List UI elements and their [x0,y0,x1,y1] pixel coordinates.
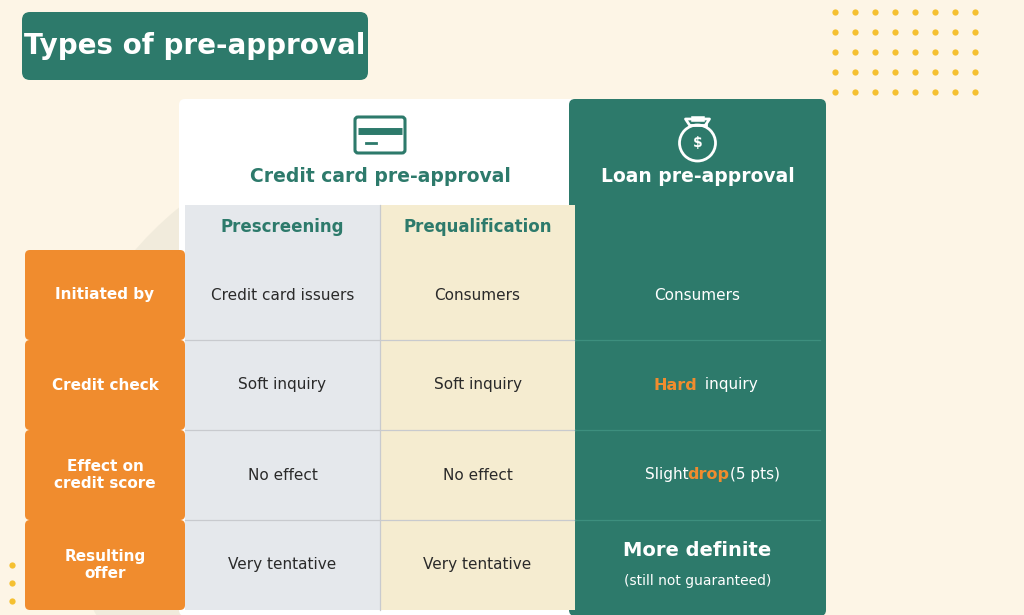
Bar [380,205,575,250]
Bar [185,250,380,340]
FancyBboxPatch shape [25,520,185,610]
FancyBboxPatch shape [25,340,185,430]
Text: Soft inquiry: Soft inquiry [239,378,327,392]
Bar [380,430,575,520]
FancyBboxPatch shape [25,430,185,520]
Text: Initiated by: Initiated by [55,287,155,303]
Text: No effect: No effect [248,467,317,483]
Text: Soft inquiry: Soft inquiry [433,378,521,392]
Text: (still not guaranteed): (still not guaranteed) [624,574,771,588]
Text: No effect: No effect [442,467,512,483]
Text: Prequalification: Prequalification [403,218,552,237]
Text: Consumers: Consumers [654,287,740,303]
Text: drop: drop [687,467,729,483]
Text: Credit card issuers: Credit card issuers [211,287,354,303]
Text: Very tentative: Very tentative [423,558,531,573]
Text: Loan pre-approval: Loan pre-approval [601,167,795,186]
Text: More definite: More definite [624,541,772,560]
Text: inquiry: inquiry [699,378,758,392]
Text: Credit check: Credit check [51,378,159,392]
FancyBboxPatch shape [179,99,581,615]
Bar [380,340,575,430]
Bar [185,205,380,250]
Bar [380,520,575,610]
Bar [380,250,575,340]
Ellipse shape [55,120,805,615]
Text: $: $ [692,136,702,150]
Text: Resulting
offer: Resulting offer [65,549,145,581]
Text: Very tentative: Very tentative [228,558,337,573]
FancyBboxPatch shape [569,99,826,615]
Text: Types of pre-approval: Types of pre-approval [25,32,366,60]
Bar [185,520,380,610]
FancyBboxPatch shape [22,12,368,80]
Text: Consumers: Consumers [434,287,520,303]
Bar [185,340,380,430]
Text: Effect on
credit score: Effect on credit score [54,459,156,491]
Text: Credit card pre-approval: Credit card pre-approval [250,167,510,186]
Text: (5 pts): (5 pts) [729,467,779,483]
Text: Hard: Hard [653,378,697,392]
Text: Slight: Slight [645,467,689,483]
FancyBboxPatch shape [25,250,185,340]
Text: Prescreening: Prescreening [221,218,344,237]
Bar [185,430,380,520]
